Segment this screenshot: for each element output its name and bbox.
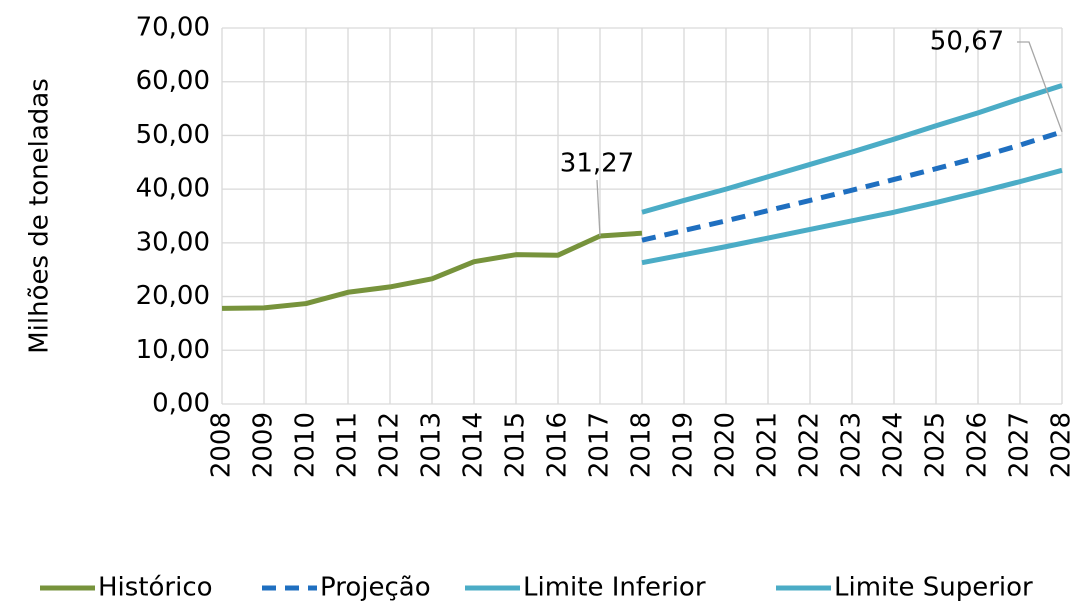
x-tick-label: 2028 — [1047, 412, 1077, 478]
series-line — [221, 230, 643, 311]
x-tick-label: 2024 — [879, 412, 909, 478]
y-tick-label: 30,00 — [136, 227, 210, 257]
y-tick-label: 0,00 — [152, 389, 210, 419]
data-label: 50,67 — [930, 27, 1004, 57]
legend-label: Limite Superior — [834, 573, 1033, 603]
x-tick-label: 2017 — [585, 412, 615, 478]
y-tick-label: 40,00 — [136, 174, 210, 204]
x-tick-label: 2014 — [459, 412, 489, 478]
series-line — [641, 167, 1063, 266]
x-tick-label: 2008 — [207, 412, 237, 478]
x-tick-label: 2021 — [753, 412, 783, 478]
x-tick-label: 2018 — [627, 412, 657, 478]
data-label: 31,27 — [560, 149, 634, 179]
leader-line — [596, 180, 601, 237]
x-tick-label: 2026 — [963, 412, 993, 478]
legend-label: Projeção — [320, 573, 431, 603]
legend-label: Limite Inferior — [523, 573, 706, 603]
y-axis-label: Milhões de toneladas — [25, 78, 55, 354]
series-line — [641, 83, 1063, 215]
x-tick-label: 2023 — [837, 412, 867, 478]
y-tick-label: 10,00 — [136, 335, 210, 365]
x-tick-label: 2016 — [543, 412, 573, 478]
x-tick-label: 2022 — [795, 412, 825, 478]
x-tick-label: 2011 — [333, 412, 363, 478]
legend-label: Histórico — [98, 573, 213, 603]
leader-line — [1017, 41, 1063, 133]
x-tick-label: 2009 — [249, 412, 279, 478]
x-tick-label: 2015 — [501, 412, 531, 478]
y-tick-label: 60,00 — [136, 66, 210, 96]
x-tick-label: 2027 — [1005, 412, 1035, 478]
y-tick-label: 70,00 — [136, 13, 210, 43]
series-line — [641, 129, 1063, 243]
x-tick-label: 2020 — [711, 412, 741, 478]
x-tick-label: 2010 — [291, 412, 321, 478]
y-tick-label: 50,00 — [136, 120, 210, 150]
x-tick-label: 2012 — [375, 412, 405, 478]
x-tick-label: 2025 — [921, 412, 951, 478]
x-tick-label: 2013 — [417, 412, 447, 478]
x-tick-label: 2019 — [669, 412, 699, 478]
y-tick-label: 20,00 — [136, 281, 210, 311]
